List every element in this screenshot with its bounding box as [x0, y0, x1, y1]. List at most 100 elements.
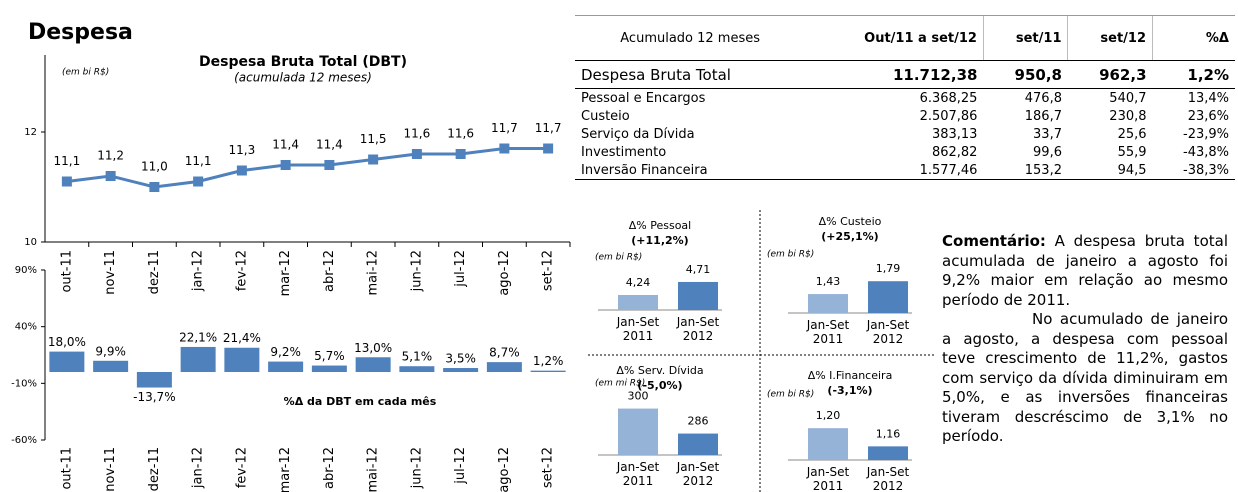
table-cell: 2.507,86 [919, 108, 978, 124]
marker [324, 160, 335, 170]
bar [311, 365, 347, 372]
table-cell: 1.577,46 [805, 161, 984, 180]
y-tick-label: 12 [24, 127, 37, 138]
x-tick-label: jan-12 [191, 250, 206, 292]
table-cell: Custeio [581, 108, 630, 124]
x-tick-label: mar-12 [278, 447, 293, 492]
value-label: 286 [688, 415, 709, 428]
y-tick-label: -10% [11, 378, 37, 389]
comment-text: No acumulado de janeiro a agosto, a desp… [942, 310, 1228, 445]
bar [49, 351, 85, 372]
x-tick-label: Jan-Set 2012 [866, 465, 910, 492]
comment-text: A despesa bruta total acumulada de janei… [942, 232, 1228, 309]
table-cell: 476,8 [1024, 90, 1062, 106]
chart-title: Despesa Bruta Total (DBT) [199, 54, 407, 70]
table-cell: Pessoal e Encargos [581, 90, 706, 106]
x-tick-label: jan-12 [191, 447, 206, 489]
table-cell: 186,7 [1024, 108, 1062, 124]
x-tick-label: dez-11 [147, 447, 162, 491]
x-tick-label: dez-11 [147, 250, 162, 294]
x-tick-label: Jan-Set 2011 [616, 460, 660, 488]
value-label: 11,5 [360, 132, 387, 146]
x-tick-label: mai-12 [366, 250, 381, 295]
y-tick-label: 40% [15, 322, 37, 333]
chart-title: Δ% Custeio [819, 215, 882, 228]
y-tick-label: 10 [24, 237, 37, 248]
value-label: 11,7 [535, 121, 562, 135]
value-label: 21,4% [223, 331, 261, 345]
chart-subtitle: (acumulada 12 meses) [234, 71, 372, 85]
table-cell: -43,8% [1183, 144, 1229, 160]
x-tick-label: mai-12 [366, 447, 381, 492]
table-cell: 950,8 [983, 60, 1068, 89]
bar [399, 366, 435, 372]
chart-subtitle: (+11,2%) [631, 234, 688, 247]
bar [808, 294, 848, 313]
y-tick-label: 90% [15, 265, 37, 276]
table-cell: 540,7 [1109, 90, 1147, 106]
value-label: 1,20 [816, 409, 841, 422]
bar [93, 360, 129, 372]
marker [193, 176, 204, 187]
table-cell: Investimento [581, 144, 667, 160]
bar [486, 362, 522, 372]
x-tick-label: jul-12 [453, 447, 468, 485]
table-cell: -38,3% [1152, 161, 1235, 180]
header-cell: set/12 [1067, 15, 1153, 61]
table-cell: 94,5 [1067, 161, 1153, 180]
marker [149, 182, 160, 192]
value-label: 11,1 [54, 154, 81, 168]
value-label: 4,24 [626, 276, 651, 289]
value-label: 5,7% [314, 349, 345, 363]
x-tick-label: out-11 [59, 250, 74, 293]
bar [678, 281, 718, 310]
marker [61, 176, 72, 187]
table-cell: 862,82 [931, 144, 978, 160]
bar [618, 408, 658, 455]
comment-label: Comentário: [942, 232, 1046, 250]
table-row: Inversão Financeira 1.577,46 153,2 94,5 -38,… [575, 161, 1235, 180]
y-tick-label: -60% [11, 435, 37, 446]
value-label: 9,9% [95, 344, 126, 358]
table-row: Custeio 2.507,86 186,7 230,8 23,6% [575, 107, 1235, 125]
unit-label: (em bi R$) [595, 253, 642, 263]
x-tick-label: nov-11 [103, 250, 118, 295]
table-row: Pessoal e Encargos 6.368,25 476,8 540,7 13,4… [575, 89, 1235, 108]
value-label: 11,7 [491, 121, 518, 135]
chart-title: Δ% I.Financeira [808, 369, 893, 382]
table-row: Serviço da Dívida 383,13 33,7 25,6 -23,9% [575, 125, 1235, 143]
table-cell: 55,9 [1117, 144, 1147, 160]
table-cell: Inversão Financeira [575, 161, 806, 180]
marker [411, 149, 422, 159]
chart-title: Δ% Pessoal [629, 219, 691, 232]
unit-label: (em bi R$) [62, 68, 109, 78]
marker [499, 143, 510, 154]
x-tick-label: Jan-Set 2011 [616, 315, 660, 343]
header-cell: set/11 [982, 15, 1068, 61]
table-cell: 33,7 [1033, 126, 1062, 142]
value-label: 11,1 [185, 154, 212, 168]
chart-subtitle: (-3,1%) [827, 384, 872, 397]
table-cell: 11.712,38 [805, 60, 984, 89]
value-label: 11,4 [316, 138, 343, 152]
header-cell: %Δ [1152, 15, 1235, 61]
value-label: 8,7% [489, 346, 520, 360]
bar [808, 428, 848, 460]
value-label: 9,2% [270, 345, 301, 359]
x-tick-label: set-12 [541, 250, 556, 291]
marker [455, 149, 466, 159]
table-cell: 383,13 [931, 126, 978, 142]
bar [136, 372, 172, 388]
summary-table: Acumulado 12 meses Out/11 a set/12 set/11 s… [575, 15, 1235, 180]
header-cell: Out/11 a set/12 [805, 15, 984, 61]
x-tick-label: jun-12 [409, 250, 424, 292]
page-title: Despesa [28, 20, 133, 45]
value-label: 11,3 [229, 143, 256, 157]
x-tick-label: abr-12 [322, 250, 337, 292]
chart-subtitle: (+25,1%) [821, 230, 878, 243]
unit-label: (em mi R$) [595, 379, 645, 389]
chart-title: Δ% Serv. Dívida [616, 364, 703, 377]
value-label: 22,1% [179, 330, 217, 344]
